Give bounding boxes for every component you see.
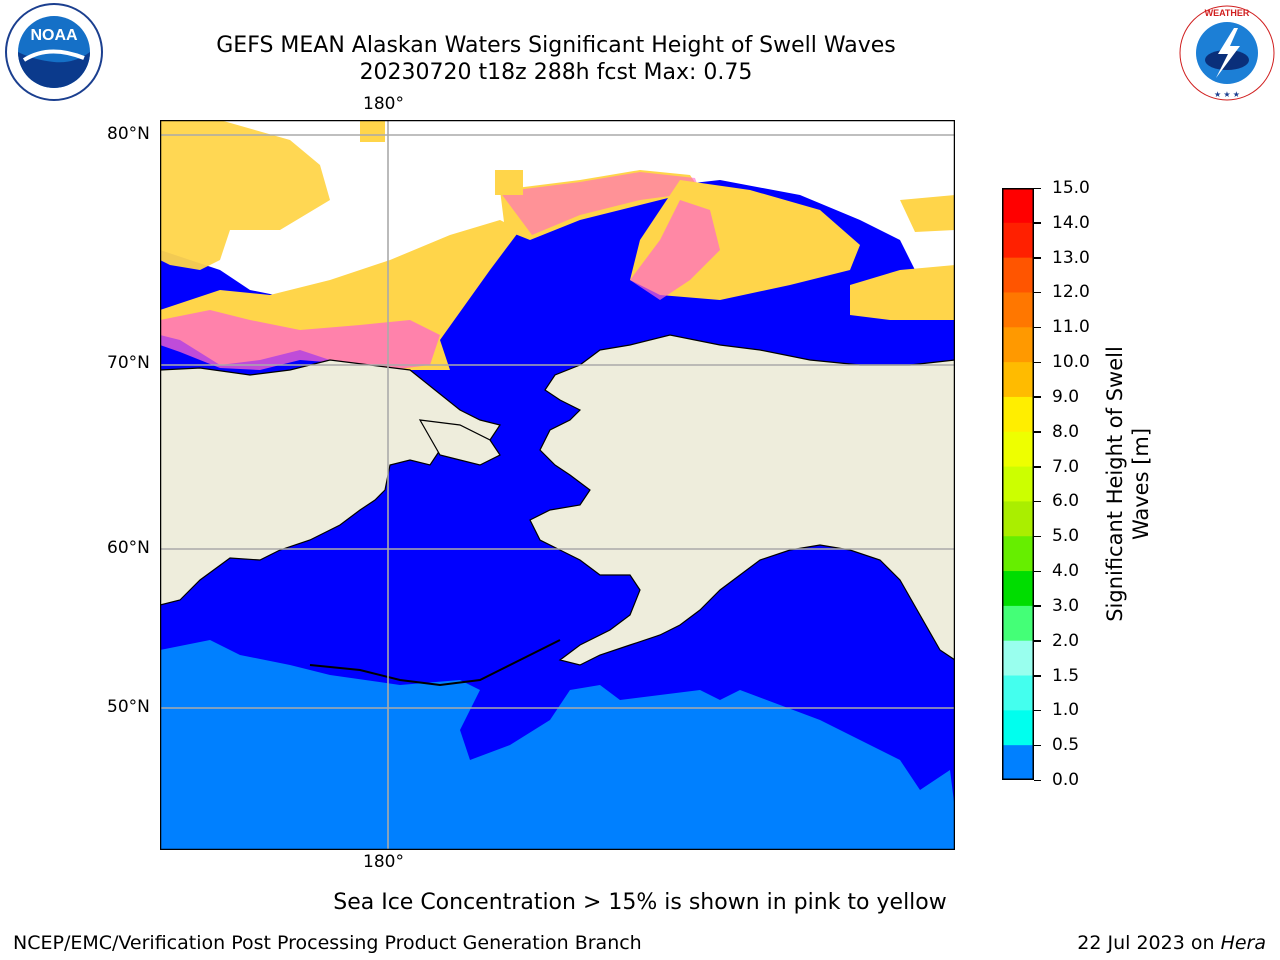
colorbar-tick-mark — [1034, 779, 1041, 781]
colorbar-tick-mark — [1034, 291, 1041, 294]
sea-ice-area — [360, 120, 385, 142]
colorbar-tick-label: 0.0 — [1052, 770, 1080, 790]
sea-ice-area — [900, 195, 955, 232]
nws-logo: WEATHER ★ ★ ★ — [1178, 4, 1276, 102]
sea-ice-area — [500, 172, 700, 235]
colorbar-band — [1002, 222, 1034, 259]
colorbar-band — [1002, 675, 1034, 711]
colorbar-tick-mark — [1034, 570, 1041, 573]
colorbar-band — [1002, 188, 1034, 224]
colorbar-tick-mark — [1034, 222, 1041, 224]
map-frame — [159, 119, 956, 851]
lat-label-50: 50°N — [107, 697, 150, 717]
svg-text:★ ★ ★: ★ ★ ★ — [1214, 90, 1240, 99]
colorbar-tick-mark — [1034, 500, 1041, 503]
colorbar-label-line2: Waves [m] — [1129, 427, 1153, 541]
swell-area — [160, 640, 955, 850]
colorbar-band — [1002, 710, 1034, 746]
colorbar-tick-label: 4.0 — [1052, 561, 1080, 582]
sea-ice-area — [630, 200, 720, 300]
colorbar-label-line1: Significant Height of Swell — [1103, 346, 1127, 622]
chart-subtitle: 20230720 t18z 288h fcst Max: 0.75 — [359, 60, 753, 85]
colorbar-tick-mark — [1034, 187, 1041, 189]
aleutian-islands — [309, 639, 561, 687]
colorbar-tick-label: 10.0 — [1052, 352, 1090, 373]
colorbar-band — [1002, 640, 1034, 677]
colorbar-tick-label: 11.0 — [1052, 317, 1090, 338]
colorbar-band — [1002, 396, 1034, 433]
noaa-logo-text: NOAA — [30, 27, 78, 44]
colorbar-tick-label: 3.0 — [1052, 595, 1080, 616]
colorbar-tick-mark — [1034, 396, 1041, 398]
colorbar-band — [1002, 257, 1034, 293]
colorbar-band — [1002, 431, 1034, 468]
lon-label-bottom: 180° — [363, 852, 404, 872]
sea-ice-note: Sea Ice Concentration > 15% is shown in … — [333, 890, 947, 915]
sea-ice-area — [850, 265, 955, 320]
colorbar-tick-label: 2.0 — [1052, 630, 1080, 651]
date-label: 22 Jul 2023 on — [1077, 932, 1221, 954]
colorbar-svg — [1002, 188, 1034, 781]
colorbar-band — [1002, 536, 1034, 572]
colorbar-band — [1002, 327, 1034, 363]
lat-label-60: 60°N — [107, 538, 150, 558]
lat-label-80: 80°N — [107, 124, 150, 144]
colorbar-tick-mark — [1034, 640, 1041, 642]
colorbar-band — [1002, 466, 1034, 502]
land-chukotka — [418, 419, 501, 466]
chart-title: GEFS MEAN Alaskan Waters Significant Hei… — [216, 33, 896, 58]
colorbar-tick-label: 8.0 — [1052, 421, 1080, 442]
colorbar-tick-mark — [1034, 535, 1041, 538]
colorbar-band — [1002, 501, 1034, 537]
lat-label-70: 70°N — [107, 353, 150, 373]
colorbar-tick-label: 12.0 — [1052, 282, 1090, 303]
svg-text:WEATHER: WEATHER — [1205, 8, 1250, 18]
colorbar-tick-mark — [1034, 744, 1041, 747]
lon-label-top: 180° — [363, 94, 404, 114]
graticule — [160, 120, 955, 850]
colorbar-tick-label: 6.0 — [1052, 491, 1080, 512]
colorbar-tick-mark — [1034, 257, 1041, 259]
credit-text: NCEP/EMC/Verification Post Processing Pr… — [13, 932, 642, 954]
colorbar-tick-label: 1.5 — [1052, 665, 1080, 686]
colorbar-tick-mark — [1034, 431, 1041, 433]
colorbar-tick-label: 0.5 — [1052, 735, 1080, 756]
colorbar-tick-mark — [1034, 361, 1041, 364]
colorbar-tick-label: 7.0 — [1052, 456, 1080, 477]
colorbar-band — [1002, 745, 1034, 781]
colorbar-tick-label: 14.0 — [1052, 212, 1090, 233]
colorbar-tick-mark — [1034, 466, 1041, 468]
sea-ice-area — [160, 310, 440, 370]
colorbar-tick-label: 9.0 — [1052, 386, 1080, 407]
colorbar-band — [1002, 362, 1034, 398]
colorbar-band — [1002, 292, 1034, 328]
colorbar-band — [1002, 571, 1034, 607]
map-panel — [159, 119, 956, 851]
colorbar-tick-label: 1.0 — [1052, 700, 1080, 721]
colorbar-tick-mark — [1034, 326, 1041, 329]
host-label: Hera — [1220, 932, 1266, 954]
colorbar-tick-mark — [1034, 605, 1041, 607]
colorbar-frame — [1002, 188, 1034, 780]
date-text: 22 Jul 2023 on Hera — [1077, 932, 1266, 954]
colorbar-tick-label: 15.0 — [1052, 178, 1090, 198]
colorbar-band — [1002, 605, 1034, 642]
noaa-logo: NOAA — [4, 2, 104, 102]
sea-ice-area — [160, 120, 330, 270]
land-siberia — [159, 359, 501, 606]
sea-ice-area — [495, 170, 523, 195]
colorbar — [1002, 188, 1034, 781]
colorbar-tick-label: 13.0 — [1052, 247, 1090, 268]
colorbar-tick-mark — [1034, 709, 1041, 712]
colorbar-tick-mark — [1034, 675, 1041, 677]
colorbar-tick-label: 5.0 — [1052, 526, 1080, 547]
map-canvas — [159, 119, 956, 851]
